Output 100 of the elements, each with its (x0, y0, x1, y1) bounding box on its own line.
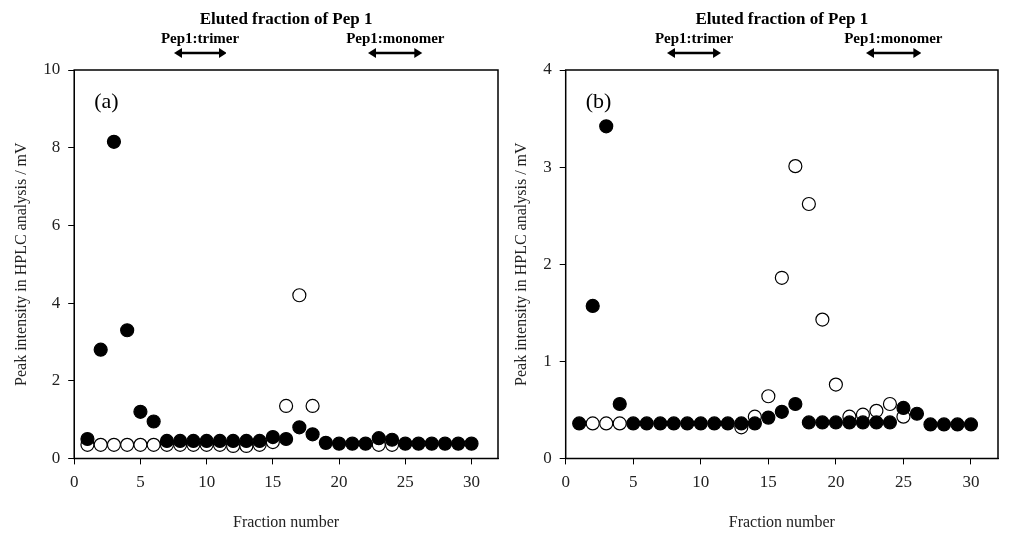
y-tick-label: 6 (51, 214, 61, 234)
point (437, 436, 453, 451)
x-axis-title: Fraction number (233, 512, 340, 530)
x-tick-label: 25 (396, 472, 414, 492)
point (133, 404, 148, 419)
point (707, 416, 722, 431)
point (761, 389, 776, 404)
point (199, 433, 214, 449)
text: Pep1:trimer (160, 29, 240, 46)
point (963, 417, 979, 432)
x-tick-label: 20 (330, 472, 348, 492)
point (398, 436, 413, 451)
point (424, 436, 439, 451)
point (761, 410, 776, 425)
point (345, 436, 360, 451)
point (173, 433, 188, 449)
x-tick-label: 20 (827, 472, 845, 492)
point (384, 432, 400, 447)
text: Pep1:monomer (346, 29, 445, 46)
point (680, 416, 695, 431)
x-tick-label: 0 (69, 472, 79, 492)
y-tick-label: 4 (51, 292, 61, 312)
point (93, 342, 108, 357)
x-axis-title: Fraction number (728, 512, 836, 530)
point (815, 312, 830, 327)
point (305, 398, 320, 414)
y-tick-label: 1 (543, 350, 552, 370)
point (585, 298, 600, 314)
point (869, 403, 884, 418)
point (212, 433, 227, 449)
point (106, 134, 122, 149)
point (80, 431, 95, 447)
point (159, 433, 175, 449)
point (720, 416, 735, 431)
point (265, 429, 280, 445)
x-tick-label: 25 (894, 472, 912, 492)
x-tick-label: 15 (264, 472, 282, 492)
point (599, 119, 614, 134)
y-tick-label: 8 (51, 137, 61, 157)
point (882, 396, 898, 412)
y-tick-label: 10 (43, 59, 61, 79)
text: Pep1:trimer (654, 29, 734, 46)
x-tick-label: 10 (198, 472, 216, 492)
chart-title: Eluted fraction of Pep 1 (695, 9, 869, 29)
point (146, 437, 161, 452)
y-tick-label: 0 (51, 447, 61, 467)
point (828, 415, 843, 430)
point (788, 396, 803, 412)
point (612, 396, 627, 412)
point (106, 437, 122, 452)
point (239, 433, 254, 449)
point (279, 398, 294, 414)
point (599, 416, 614, 431)
point (186, 433, 201, 449)
point (896, 400, 911, 416)
point (226, 433, 241, 449)
point (331, 436, 347, 451)
chart-title: Eluted fraction of Pep 1 (199, 9, 373, 29)
point (93, 437, 108, 452)
point (855, 415, 871, 430)
x-tick-label: 30 (962, 472, 980, 492)
point (411, 436, 426, 451)
annotation: (b) (585, 87, 612, 113)
point (801, 415, 816, 430)
point (133, 437, 148, 452)
y-tick-label: 2 (543, 253, 552, 273)
point (774, 270, 789, 285)
point (950, 417, 965, 432)
point (936, 417, 952, 432)
x-tick-label: 5 (136, 472, 145, 492)
point (371, 431, 386, 446)
point (626, 416, 641, 431)
point (252, 433, 267, 449)
y-tick-label: 2 (51, 370, 61, 390)
point (120, 323, 135, 338)
point (292, 420, 307, 435)
point (653, 416, 668, 431)
point (612, 416, 627, 431)
text: Pep1:monomer (844, 29, 943, 46)
point (788, 159, 803, 174)
point (572, 416, 587, 431)
point (842, 415, 857, 430)
point (318, 435, 333, 450)
point (451, 436, 466, 451)
x-tick-label: 30 (463, 472, 481, 492)
x-tick-label: 10 (692, 472, 710, 492)
point (815, 415, 830, 430)
y-tick-label: 0 (543, 447, 552, 467)
x-tick-label: 5 (629, 472, 638, 492)
annotation: (a) (94, 87, 119, 113)
point (666, 416, 681, 431)
x-tick-label: 0 (561, 472, 570, 492)
y-tick-label: 3 (543, 156, 552, 176)
point (585, 416, 600, 431)
x-tick-label: 15 (759, 472, 777, 492)
point (292, 288, 307, 303)
point (734, 416, 749, 431)
point (693, 416, 708, 431)
point (464, 436, 479, 451)
point (358, 436, 373, 451)
